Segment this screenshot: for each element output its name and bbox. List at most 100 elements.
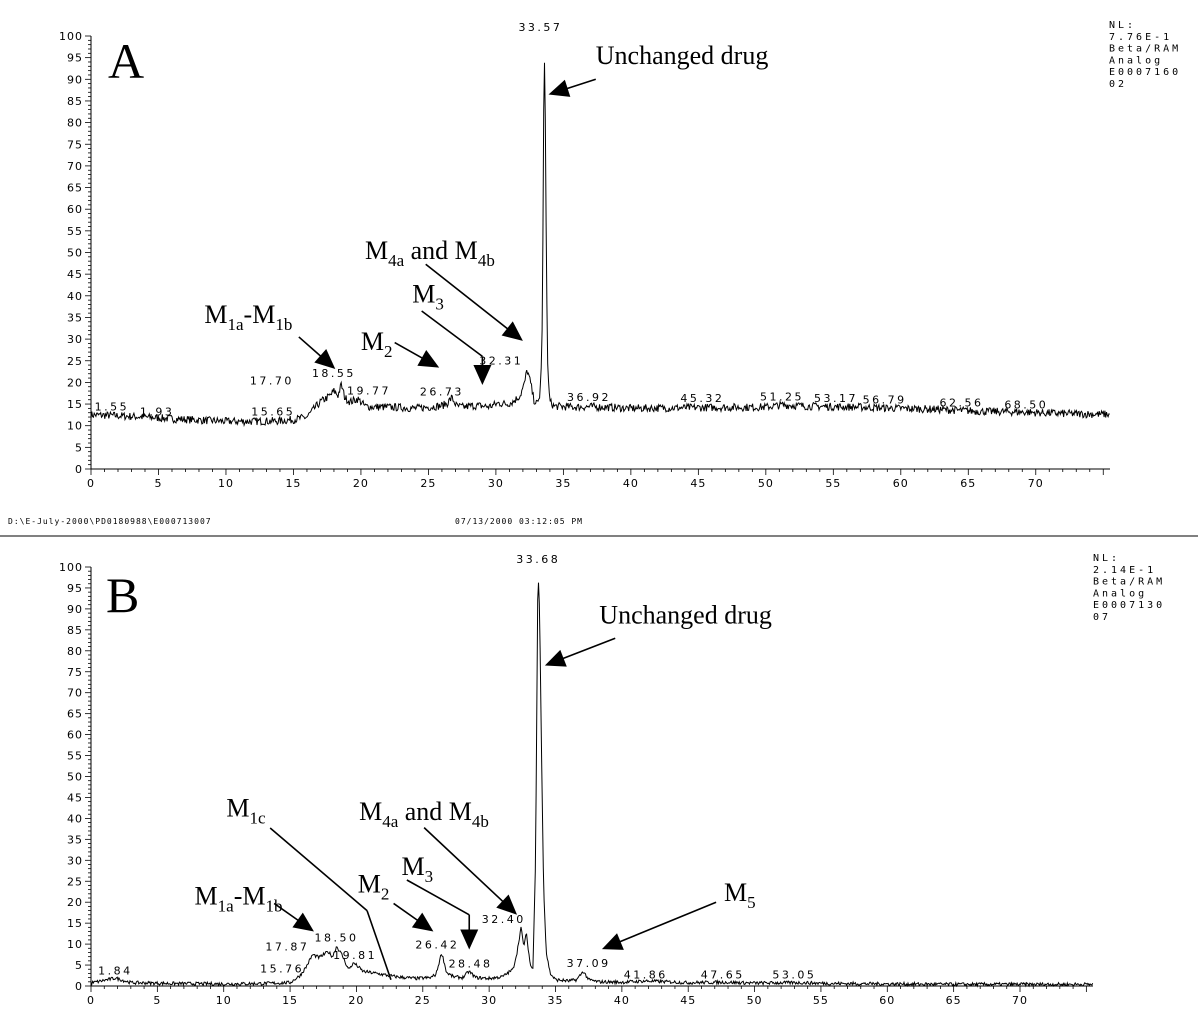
x-tick-label: 40	[614, 994, 630, 1007]
annotation-arrow-head	[411, 912, 434, 932]
x-tick-label: 65	[960, 477, 976, 490]
x-tick-label: 10	[218, 477, 234, 490]
chromatogram-trace	[90, 582, 1094, 988]
peak-label: 33.68	[516, 553, 560, 566]
annotation-arrow-head	[473, 364, 492, 385]
peak-label: 36.92	[567, 391, 611, 404]
peak-label: 37.09	[567, 957, 611, 970]
panel-a: NL:7.76E-1Beta/RAMAnalogE000716002A05101…	[59, 20, 1181, 490]
y-tick-label: 85	[67, 95, 83, 108]
annotation-arrow-line	[406, 879, 470, 916]
y-tick-label: 0	[75, 980, 83, 993]
annotation-label-part: M	[412, 279, 435, 308]
annotation-label: M5	[724, 878, 756, 912]
annotation-arrow-line	[561, 637, 616, 660]
annotation-arrow-line	[394, 341, 424, 360]
x-tick-label: 40	[623, 477, 639, 490]
y-tick-label: 30	[67, 333, 83, 346]
peak-label: 62.56	[940, 397, 984, 410]
peak-label: 1.55	[95, 401, 130, 414]
annotation-label-part: -M	[234, 882, 266, 911]
y-tick-label: 30	[67, 854, 83, 867]
annotation-label: Unchanged drug	[596, 41, 769, 70]
annotation-label: M1a-M1b	[204, 300, 292, 334]
peak-label: 45.32	[680, 392, 724, 405]
x-tick-label: 70	[1028, 477, 1044, 490]
y-tick-label: 40	[67, 812, 83, 825]
annotation-arrow-head	[314, 349, 336, 369]
info-line: Beta/RAM	[1109, 44, 1181, 55]
y-tick-label: 5	[75, 959, 83, 972]
info-line: Analog	[1109, 55, 1163, 66]
annotation-arrow-line	[269, 827, 368, 912]
y-tick-label: 65	[67, 708, 83, 721]
annotation-label-part: M	[358, 870, 381, 899]
annotation-label: M2	[358, 870, 390, 904]
annotation-label-part: -M	[244, 300, 276, 329]
y-tick-label: 35	[67, 311, 83, 324]
peak-label: 33.57	[518, 21, 562, 34]
annotation-arrow-line	[565, 78, 597, 90]
annotation-label-part: 5	[747, 893, 756, 912]
x-tick-label: 45	[680, 994, 696, 1007]
y-tick-label: 25	[67, 355, 83, 368]
annotation-arrow-head	[417, 350, 440, 368]
annotation-arrow-line	[366, 910, 392, 980]
y-tick-label: 70	[67, 160, 83, 173]
peak-label: 26.73	[420, 385, 464, 398]
info-line: 02	[1109, 79, 1127, 90]
info-line: 2.14E-1	[1093, 565, 1156, 576]
y-tick-label: 55	[67, 750, 83, 763]
x-tick-label: 50	[747, 994, 763, 1007]
y-tick-label: 55	[67, 225, 83, 238]
y-tick-label: 50	[67, 247, 83, 260]
annotation-label-part: 3	[435, 294, 444, 313]
panel-letter: B	[106, 567, 139, 623]
peak-label: 15.65	[251, 406, 295, 419]
annotation-label-part: 3	[425, 867, 434, 886]
annotation-label-part: 1b	[265, 897, 282, 916]
info-line: Beta/RAM	[1093, 577, 1165, 588]
x-tick-label: 25	[415, 994, 431, 1007]
peak-label: 51.25	[760, 391, 804, 404]
info-line: 7.76E-1	[1109, 32, 1172, 43]
annotation-label-part: and M	[404, 236, 478, 265]
info-line: E0007160	[1109, 67, 1181, 78]
y-tick-label: 25	[67, 875, 83, 888]
annotation-arrow-line	[421, 310, 483, 358]
y-tick-label: 10	[67, 420, 83, 433]
peak-label: 18.50	[315, 932, 359, 945]
annotation-label-part: and M	[398, 797, 472, 826]
y-tick-label: 45	[67, 268, 83, 281]
annotation-label-part: M	[359, 797, 382, 826]
y-tick-label: 60	[67, 729, 83, 742]
peak-label: 56.79	[863, 394, 907, 407]
peak-label: 53.05	[772, 968, 816, 981]
annotation-arrow-line	[618, 901, 717, 944]
acquisition-date-footer: 07/13/2000 03:12:05 PM	[455, 517, 583, 526]
annotation-label-part: 4b	[478, 251, 495, 270]
y-tick-label: 20	[67, 376, 83, 389]
y-tick-label: 90	[67, 73, 83, 86]
annotation-label-part: 1a	[227, 315, 244, 334]
annotation-label-part: M	[724, 878, 747, 907]
peak-label: 15.76	[260, 963, 304, 976]
peak-label: 41.86	[624, 968, 668, 981]
y-tick-label: 70	[67, 687, 83, 700]
annotation-label-part: M	[204, 300, 227, 329]
annotation-label-part: 1b	[275, 315, 292, 334]
annotation-label-part: M	[195, 882, 218, 911]
annotation-label: M2	[361, 327, 393, 361]
peak-label: 17.70	[250, 375, 294, 388]
y-tick-label: 15	[67, 917, 83, 930]
peak-label: 53.17	[814, 392, 858, 405]
x-tick-label: 60	[879, 994, 895, 1007]
info-line: 07	[1093, 612, 1111, 623]
annotation-label-part: 4b	[472, 812, 489, 831]
annotation-label-part: 4a	[382, 812, 399, 831]
annotation-label-part: 4a	[388, 251, 405, 270]
annotation-label: M1a-M1b	[195, 882, 283, 916]
annotation-arrow-head	[548, 79, 571, 97]
x-tick-label: 0	[87, 477, 95, 490]
panel-letter: A	[108, 33, 144, 89]
